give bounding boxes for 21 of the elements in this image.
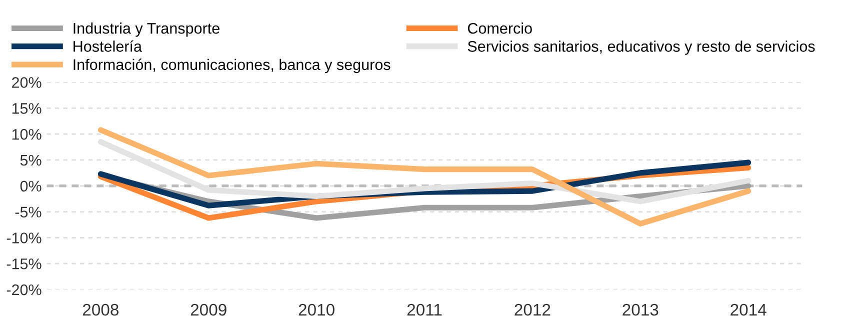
y-tick-label: 0% [20,180,42,192]
x-tick-label: 2012 [514,304,550,316]
legend-label: Información, comunicaciones, banca y seguros [74,58,390,74]
legend-label: Comercio [468,22,532,34]
x-tick-label: 2013 [622,304,658,316]
x-tick-label: 2010 [298,304,334,316]
x-tick-label: 2014 [730,304,766,316]
x-tick-label: 2008 [82,304,118,316]
y-tick-label: 20% [12,77,42,88]
y-tick-label: 5% [20,154,42,166]
legend-label: Industria y Transporte [74,22,220,37]
legend-label: Servicios sanitarios, educativos y resto de servicios [468,40,815,55]
y-tick-label: -15% [6,258,42,270]
y-tick-label: -5% [15,206,42,218]
y-tick-label: -20% [6,284,42,296]
y-tick-label: -10% [6,232,42,244]
y-tick-label: 15% [12,103,42,114]
y-tick-label: 10% [12,128,42,140]
x-tick-label: 2011 [407,304,442,316]
legend-label: Hostelería [74,40,142,52]
x-tick-label: 2009 [190,304,226,316]
